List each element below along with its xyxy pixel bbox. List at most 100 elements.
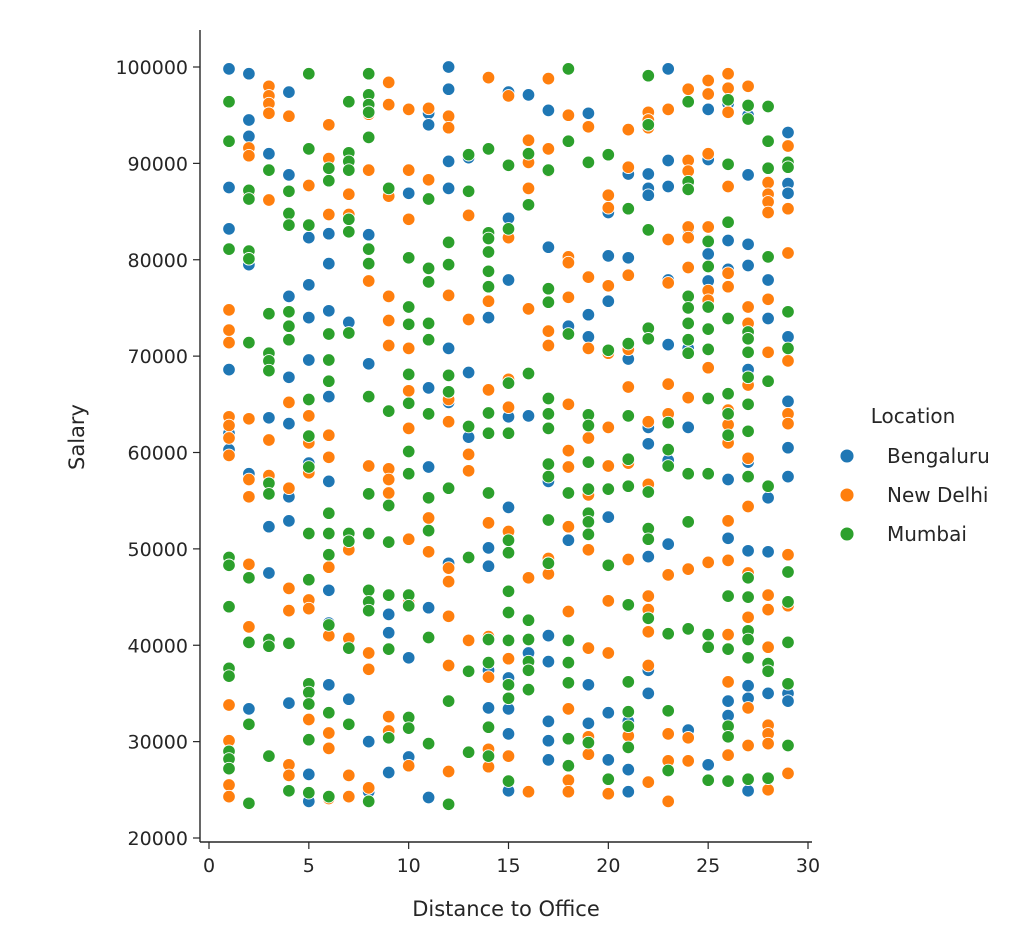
data-point [661, 568, 675, 582]
data-point [501, 545, 516, 560]
data-point [541, 556, 556, 571]
data-point [741, 424, 755, 439]
data-point [781, 125, 795, 140]
data-point [721, 730, 735, 744]
data-point [721, 553, 735, 568]
data-point [481, 383, 496, 397]
data-point [222, 669, 236, 683]
data-point [541, 753, 556, 767]
data-point [222, 789, 236, 804]
data-point [361, 242, 376, 256]
data-point [781, 354, 795, 368]
data-point [521, 302, 536, 316]
data-point [262, 487, 276, 501]
data-point [342, 212, 356, 227]
data-point [222, 778, 236, 792]
data-point [741, 332, 755, 346]
data-point [541, 733, 556, 748]
data-point [621, 740, 636, 755]
data-point [441, 574, 456, 589]
data-point [381, 486, 396, 500]
legend-marker [839, 526, 855, 542]
y-tick-label: 80000 [128, 250, 188, 272]
data-point [601, 188, 616, 202]
data-point [401, 532, 416, 546]
data-point [381, 709, 396, 724]
data-point [322, 474, 336, 489]
data-point [641, 625, 656, 639]
data-point [262, 519, 276, 534]
data-point [282, 319, 296, 333]
data-point [761, 736, 775, 751]
data-point [401, 444, 416, 459]
data-point [481, 670, 496, 684]
data-point [741, 258, 755, 273]
data-point [781, 160, 795, 174]
data-point [421, 118, 436, 132]
data-point [361, 487, 376, 501]
data-point [701, 391, 715, 406]
data-point [262, 146, 276, 161]
data-point [242, 472, 256, 487]
data-point [222, 222, 236, 236]
data-point [262, 639, 276, 653]
data-point [781, 738, 795, 753]
data-point [322, 741, 336, 756]
data-point [641, 775, 656, 789]
data-point [481, 559, 496, 573]
data-point [681, 230, 695, 245]
data-point [741, 571, 755, 585]
data-point [282, 514, 296, 528]
data-point [581, 543, 596, 557]
data-point [581, 330, 596, 344]
data-point [581, 270, 596, 284]
data-point [282, 784, 296, 798]
data-point [282, 370, 296, 385]
data-point [302, 526, 316, 541]
data-point [721, 514, 735, 528]
data-point [342, 641, 356, 655]
data-point [242, 148, 256, 163]
data-point [302, 572, 316, 587]
data-point [561, 460, 576, 474]
data-point [461, 419, 476, 434]
data-point [601, 558, 616, 573]
data-point [441, 481, 456, 495]
data-point [222, 448, 236, 463]
data-point [721, 675, 735, 689]
data-point [302, 697, 316, 711]
data-point [701, 466, 715, 481]
data-point [342, 789, 356, 804]
data-point [342, 692, 356, 706]
data-point [601, 646, 616, 660]
data-point [302, 310, 316, 325]
data-point [481, 541, 496, 555]
data-point [741, 701, 755, 715]
data-point [701, 300, 715, 314]
data-point [541, 71, 556, 86]
data-point [421, 736, 436, 751]
data-point [561, 486, 576, 500]
data-point [641, 589, 656, 603]
data-point [302, 767, 316, 782]
data-point [521, 632, 536, 647]
data-point [521, 181, 536, 196]
data-point [282, 768, 296, 783]
data-point [501, 89, 516, 103]
x-tick-label: 0 [203, 855, 215, 877]
data-point [701, 342, 715, 357]
data-point [761, 783, 775, 797]
data-point [741, 651, 755, 665]
data-point [721, 179, 735, 194]
data-point [302, 353, 316, 367]
data-point [302, 218, 316, 232]
data-point [521, 88, 536, 102]
data-point [441, 341, 456, 356]
data-point [481, 294, 496, 308]
data-point [302, 230, 316, 245]
data-point [601, 200, 616, 215]
data-point [661, 442, 675, 457]
data-point [581, 482, 596, 496]
data-point [401, 721, 416, 735]
